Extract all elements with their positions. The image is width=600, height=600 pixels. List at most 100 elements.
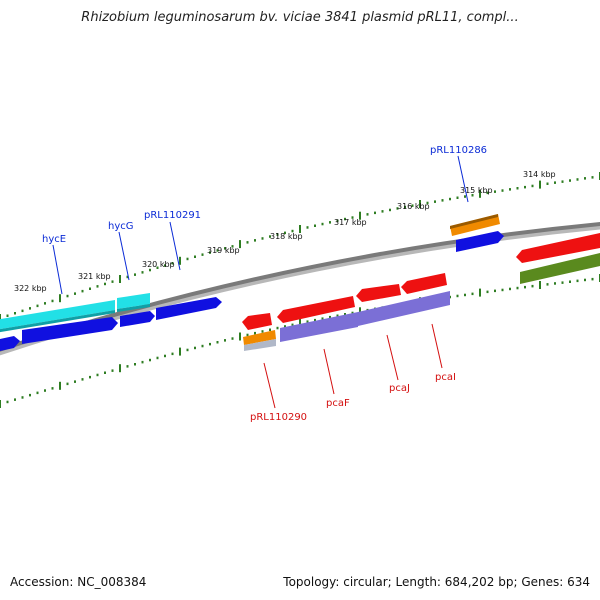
ruler-minor-tick <box>389 208 391 212</box>
ruler-minor-tick <box>291 229 294 233</box>
ruler-minor-tick <box>291 323 294 327</box>
ruler-minor-tick <box>321 222 324 226</box>
ruler-minor-tick <box>231 337 234 340</box>
ruler-minor-tick <box>561 180 564 183</box>
ruler-minor-tick <box>486 290 489 294</box>
ruler-major-tick <box>539 281 541 289</box>
gene-feature-blue[interactable] <box>0 231 504 352</box>
gene-label-pcaJ[interactable]: pcaJ <box>389 383 410 394</box>
ruler-minor-tick <box>156 266 159 269</box>
tick-label-315: 315 kbp <box>460 186 493 195</box>
tick-label-314: 314 kbp <box>523 170 556 179</box>
ruler-major-tick <box>479 189 481 198</box>
gene-label-hycG[interactable]: hycG <box>108 221 134 232</box>
ruler-minor-tick <box>336 219 339 222</box>
ruler-minor-tick <box>374 211 376 215</box>
ruler-minor-tick <box>74 380 76 383</box>
ruler-minor-tick <box>554 282 556 285</box>
ruler-minor-tick <box>329 315 331 319</box>
ruler-minor-tick <box>531 184 534 188</box>
ruler-major-tick <box>179 347 181 356</box>
ruler-minor-tick <box>21 396 24 399</box>
ruler-minor-tick <box>494 190 496 193</box>
ruler-minor-tick <box>81 378 84 381</box>
ruler-minor-tick <box>284 325 286 328</box>
ruler-minor-tick <box>96 285 99 288</box>
leader-line-pcaI <box>431 323 443 369</box>
ruler-minor-tick <box>486 191 489 195</box>
ruler-minor-tick <box>164 354 166 358</box>
tick-label-316: 316 kbp <box>397 202 430 211</box>
tick-label-318: 318 kbp <box>270 232 303 241</box>
ruler-minor-tick <box>314 318 316 322</box>
ruler-major-tick <box>419 200 421 208</box>
gene-label-pRL110286[interactable]: pRL110286 <box>430 145 487 156</box>
ruler-major-tick <box>539 180 541 189</box>
ruler-minor-tick <box>314 224 316 227</box>
ruler-minor-tick <box>584 177 586 180</box>
gene-feature-olive[interactable] <box>520 253 600 284</box>
ruler-minor-tick <box>344 313 346 316</box>
ruler-minor-tick <box>14 398 16 401</box>
ruler-minor-tick <box>306 226 309 229</box>
ruler-major-tick <box>0 314 1 322</box>
ruler-minor-tick <box>51 387 54 390</box>
gene-feature-red[interactable] <box>242 233 600 330</box>
gene-feature-purple[interactable] <box>280 291 450 342</box>
ruler-major-tick <box>299 225 301 233</box>
gene-feature-cyan[interactable] <box>0 293 150 333</box>
gene-label-hycE[interactable]: hycE <box>42 234 66 245</box>
ruler-minor-tick <box>351 216 354 219</box>
ruler-minor-tick <box>141 360 144 364</box>
ruler-minor-tick <box>524 185 526 189</box>
topology-summary: Topology: circular; Length: 684,202 bp; … <box>283 575 590 589</box>
gene-label-pRL110290[interactable]: pRL110290 <box>250 412 307 423</box>
leader-line-pRL110286 <box>457 155 469 203</box>
ruler-minor-tick <box>524 285 526 289</box>
ruler-minor-tick <box>134 273 136 276</box>
ruler-minor-tick <box>6 314 9 317</box>
accession-text: Accession: NC_008384 <box>10 575 147 589</box>
map-title: Rhizobium leguminosarum bv. viciae 3841 … <box>81 10 519 25</box>
gene-label-pcaI[interactable]: pcaI <box>435 372 456 383</box>
ruler-minor-tick <box>554 181 556 184</box>
ruler-minor-tick <box>51 299 54 303</box>
ruler-minor-tick <box>156 356 159 360</box>
ruler-minor-tick <box>561 281 564 284</box>
ruler-minor-tick <box>224 339 226 342</box>
ruler-minor-tick <box>471 292 474 296</box>
ruler-minor-tick <box>434 200 436 203</box>
ruler-minor-tick <box>509 287 511 291</box>
ruler-minor-tick <box>591 176 594 179</box>
gene-feature-orange-bottom[interactable] <box>243 330 276 351</box>
gene-feature-orange-top[interactable] <box>450 214 500 236</box>
ruler-minor-tick <box>81 289 84 293</box>
ruler-major-tick <box>479 288 481 297</box>
ruler-minor-tick <box>201 253 204 256</box>
ruler-minor-tick <box>164 264 166 267</box>
ruler-minor-tick <box>231 245 234 248</box>
ruler-minor-tick <box>134 363 136 366</box>
leader-line-pRL110291 <box>169 221 181 271</box>
ruler-major-tick <box>0 400 1 408</box>
ruler-minor-tick <box>306 320 309 323</box>
ruler-minor-tick <box>456 196 459 199</box>
ruler-minor-tick <box>441 199 444 202</box>
tick-label-319: 319 kbp <box>207 246 240 255</box>
ruler-minor-tick <box>96 373 99 377</box>
ruler-minor-tick <box>344 217 346 221</box>
ruler-minor-tick <box>216 341 219 344</box>
ruler-minor-tick <box>336 314 339 317</box>
gene-label-pcaF[interactable]: pcaF <box>326 398 350 409</box>
ruler-minor-tick <box>194 346 196 350</box>
ruler-minor-tick <box>366 213 369 216</box>
ruler-minor-tick <box>254 331 256 335</box>
ruler-major-tick <box>59 294 61 303</box>
gene-label-pRL110291[interactable]: pRL110291 <box>144 210 201 221</box>
ruler-minor-tick <box>209 251 211 254</box>
leader-line-hycE <box>52 244 63 295</box>
ruler-minor-tick <box>36 391 39 395</box>
ruler-minor-tick <box>351 311 354 315</box>
ruler-minor-tick <box>29 393 31 397</box>
